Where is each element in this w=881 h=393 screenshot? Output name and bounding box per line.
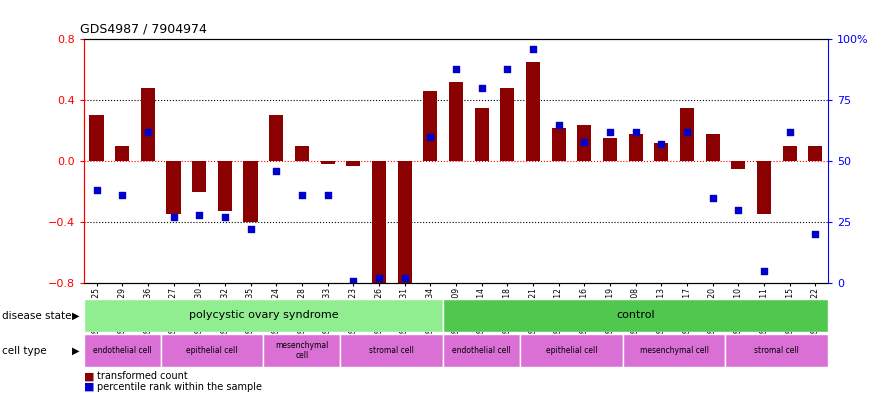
Point <box>321 192 335 198</box>
Bar <box>218 161 232 211</box>
Bar <box>655 143 669 161</box>
Bar <box>552 128 566 161</box>
Bar <box>346 161 360 166</box>
Bar <box>628 134 642 161</box>
Point <box>346 277 360 284</box>
Bar <box>84 299 443 332</box>
Bar <box>270 116 284 161</box>
Bar <box>90 116 104 161</box>
Bar <box>263 334 340 367</box>
Point <box>782 129 796 135</box>
Text: ▶: ▶ <box>72 310 80 321</box>
Point <box>167 214 181 220</box>
Text: mesenchymal cell: mesenchymal cell <box>640 346 708 355</box>
Point <box>448 65 463 72</box>
Point <box>141 129 155 135</box>
Point <box>243 226 257 233</box>
Text: ▶: ▶ <box>72 346 80 356</box>
Bar <box>520 334 623 367</box>
Point <box>270 168 284 174</box>
Point <box>628 129 642 135</box>
Point <box>577 138 591 145</box>
Bar <box>84 334 160 367</box>
Bar <box>243 161 257 222</box>
Bar <box>295 146 309 161</box>
Bar <box>115 146 130 161</box>
Bar <box>526 62 540 161</box>
Point <box>90 187 104 193</box>
Point <box>475 85 489 91</box>
Bar <box>603 138 617 161</box>
Point <box>192 211 206 218</box>
Text: ■: ■ <box>84 371 94 382</box>
Bar <box>141 88 155 161</box>
Point <box>218 214 232 220</box>
Text: epithelial cell: epithelial cell <box>186 346 238 355</box>
Point <box>115 192 130 198</box>
Point <box>500 65 515 72</box>
Bar <box>167 161 181 215</box>
Text: stromal cell: stromal cell <box>754 346 799 355</box>
Text: epithelial cell: epithelial cell <box>545 346 597 355</box>
Point <box>372 275 386 281</box>
Bar <box>397 161 411 283</box>
Point <box>757 268 771 274</box>
Bar <box>340 334 443 367</box>
Text: ■: ■ <box>84 382 94 392</box>
Point <box>603 129 617 135</box>
Bar <box>423 91 437 161</box>
Text: polycystic ovary syndrome: polycystic ovary syndrome <box>189 310 338 320</box>
Text: endothelial cell: endothelial cell <box>452 346 511 355</box>
Text: cell type: cell type <box>2 346 47 356</box>
Bar <box>500 88 515 161</box>
Text: stromal cell: stromal cell <box>369 346 414 355</box>
Point <box>731 207 745 213</box>
Bar <box>706 134 720 161</box>
Bar <box>757 161 771 215</box>
Point <box>552 121 566 128</box>
Bar <box>782 146 796 161</box>
Text: GDS4987 / 7904974: GDS4987 / 7904974 <box>80 23 207 36</box>
Point <box>655 141 669 147</box>
Bar <box>808 146 822 161</box>
Point <box>397 275 411 281</box>
Point <box>808 231 822 237</box>
Text: control: control <box>617 310 655 320</box>
Text: disease state: disease state <box>2 310 71 321</box>
Text: endothelial cell: endothelial cell <box>93 346 152 355</box>
Point <box>680 129 694 135</box>
Point <box>295 192 309 198</box>
Bar <box>725 334 828 367</box>
Bar <box>475 108 489 161</box>
Bar <box>372 161 386 283</box>
Point <box>706 195 720 201</box>
Bar <box>680 108 694 161</box>
Text: transformed count: transformed count <box>97 371 188 382</box>
Bar <box>448 82 463 161</box>
Point <box>526 46 540 52</box>
Bar <box>321 161 335 164</box>
Point <box>423 134 437 140</box>
Bar <box>443 334 520 367</box>
Bar <box>577 125 591 161</box>
Bar <box>160 334 263 367</box>
Bar <box>623 334 725 367</box>
Bar <box>731 161 745 169</box>
Bar <box>192 161 206 191</box>
Text: mesenchymal
cell: mesenchymal cell <box>275 341 329 360</box>
Bar <box>443 299 828 332</box>
Text: percentile rank within the sample: percentile rank within the sample <box>97 382 262 392</box>
